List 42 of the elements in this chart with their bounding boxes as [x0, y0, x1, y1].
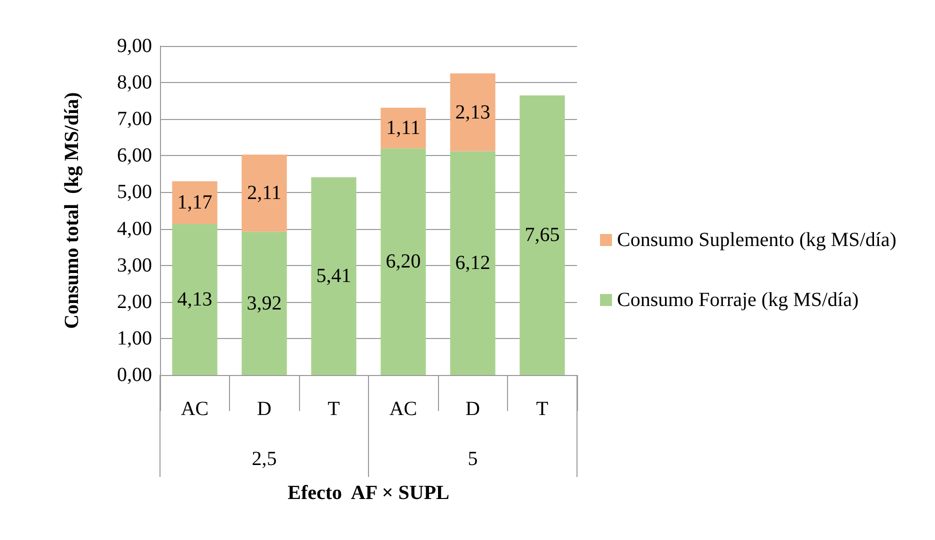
y-tick-label: 6,00 — [117, 144, 152, 167]
bar — [172, 224, 218, 375]
x-tick-label: T — [536, 398, 548, 420]
data-label: 3,92 — [246, 292, 282, 314]
x-tick-label: T — [328, 398, 340, 420]
y-tick-label: 4,00 — [117, 218, 152, 240]
text: 2,5 — [252, 448, 277, 470]
bar — [311, 177, 356, 375]
y-tick-label: 1,00 — [117, 327, 152, 350]
data-label: 1,17 — [177, 192, 212, 214]
data-label: 2,13 — [455, 101, 490, 124]
legend-label: Consumo Forraje (kg MS/día) — [617, 289, 859, 311]
y-tick-label: 7,00 — [117, 108, 152, 130]
bar — [450, 151, 496, 375]
bar — [242, 232, 287, 375]
x-tick-label: D — [257, 398, 272, 420]
x-axis-title: Efecto AF × SUPL — [288, 482, 450, 504]
data-label: 1,11 — [386, 117, 420, 140]
text: 5 — [468, 448, 478, 470]
x-tick-label: D — [466, 398, 480, 420]
bar — [380, 108, 426, 148]
y-axis-title: Consumo total (kg MS/día) — [61, 92, 83, 329]
y-tick-label: 9,00 — [117, 35, 152, 57]
bar — [172, 181, 218, 224]
x-tick-label: AC — [389, 398, 418, 420]
bar — [520, 95, 565, 375]
bar — [242, 154, 287, 232]
data-label: 4,13 — [177, 288, 212, 311]
data-label: 7,65 — [524, 224, 560, 246]
y-tick-label: 0,00 — [117, 364, 152, 386]
data-label: 2,11 — [247, 182, 282, 204]
bar — [450, 73, 496, 152]
data-label: 6,12 — [455, 252, 490, 274]
legend-label: Consumo Suplemento (kg MS/día) — [617, 229, 896, 251]
data-label: 6,20 — [386, 250, 421, 273]
bar — [380, 148, 426, 375]
x-tick-label: AC — [180, 398, 209, 420]
y-tick-label: 5,00 — [117, 181, 152, 204]
y-tick-label: 2,00 — [117, 290, 152, 313]
data-label: 5,41 — [316, 265, 352, 288]
y-tick-label: 3,00 — [117, 254, 152, 276]
y-tick-label: 8,00 — [117, 72, 152, 94]
